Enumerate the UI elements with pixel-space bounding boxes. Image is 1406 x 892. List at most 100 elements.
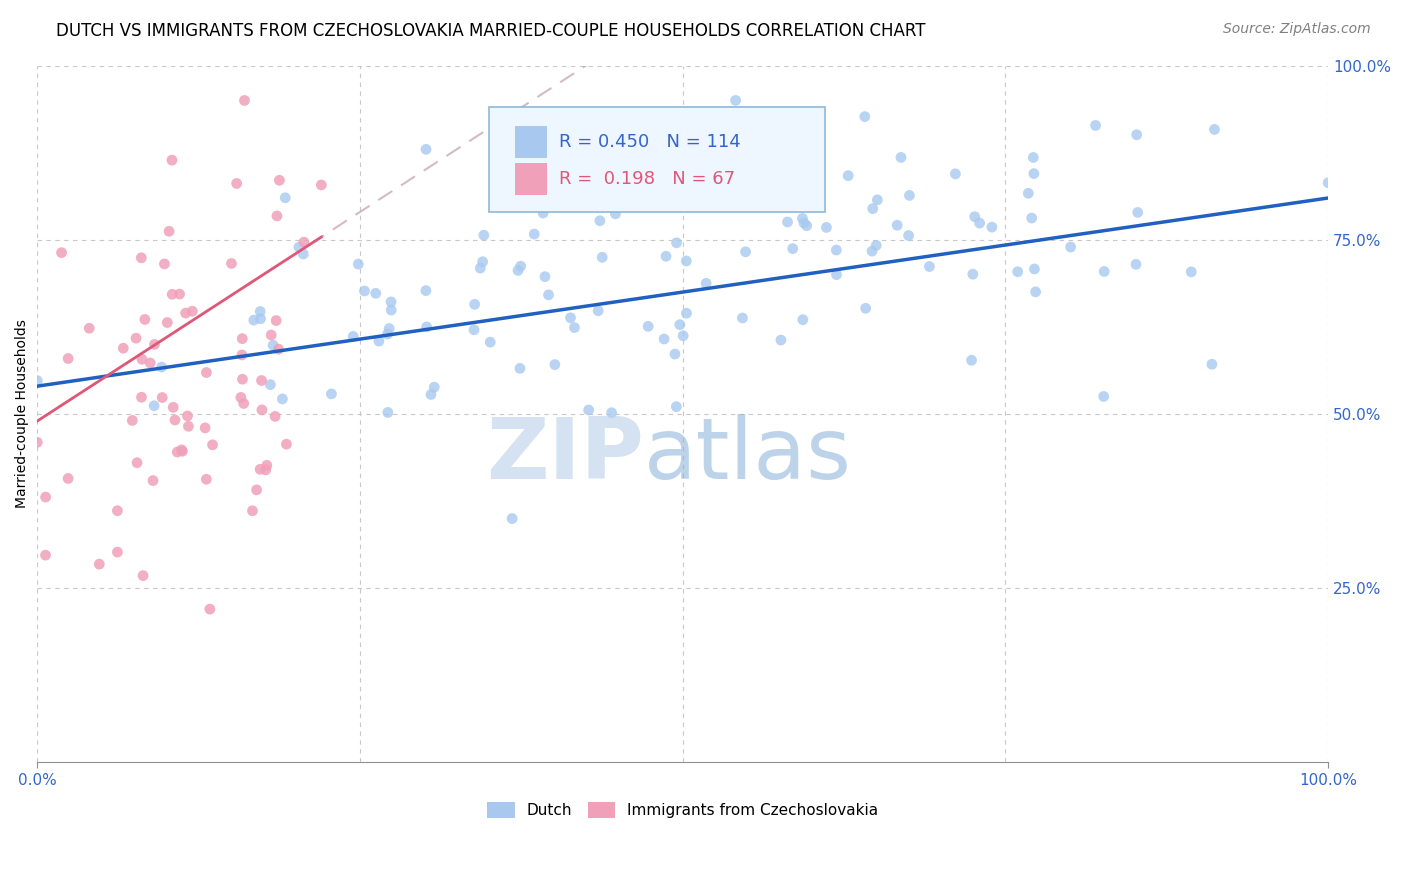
- Point: [139, 356, 162, 370]
- Point: [479, 335, 502, 350]
- Point: [107, 545, 129, 559]
- Point: [77, 321, 100, 335]
- Point: [1022, 151, 1045, 165]
- Point: [1025, 285, 1047, 299]
- Point: [776, 215, 799, 229]
- Point: [637, 319, 659, 334]
- Point: [34, 490, 56, 504]
- Point: [897, 228, 920, 243]
- Point: [734, 244, 756, 259]
- Point: [1092, 264, 1115, 278]
- Point: [56, 471, 79, 485]
- Bar: [515, 127, 547, 158]
- Point: [231, 332, 253, 346]
- Point: [886, 218, 908, 232]
- Text: R = 0.450   N = 114: R = 0.450 N = 114: [558, 133, 741, 152]
- Point: [589, 213, 612, 227]
- Point: [121, 413, 143, 427]
- Point: [1125, 257, 1147, 271]
- Point: [472, 228, 495, 243]
- Point: [364, 286, 387, 301]
- Point: [671, 194, 693, 208]
- Text: atlas: atlas: [644, 414, 852, 498]
- Point: [347, 257, 370, 271]
- Point: [143, 337, 166, 351]
- Point: [853, 110, 876, 124]
- Point: [600, 406, 623, 420]
- Point: [321, 387, 343, 401]
- Point: [250, 374, 273, 388]
- Point: [1084, 119, 1107, 133]
- Point: [591, 250, 613, 264]
- Point: [1059, 240, 1081, 254]
- Point: [980, 220, 1002, 235]
- Point: [342, 329, 364, 343]
- Point: [176, 409, 198, 423]
- Point: [655, 249, 678, 263]
- Point: [825, 243, 848, 257]
- Point: [229, 391, 252, 405]
- Point: [380, 294, 402, 309]
- Bar: [515, 163, 547, 194]
- Point: [377, 326, 399, 341]
- Point: [855, 301, 877, 316]
- Point: [1022, 167, 1045, 181]
- Point: [544, 358, 567, 372]
- Point: [292, 235, 315, 249]
- Point: [250, 403, 273, 417]
- Text: Source: ZipAtlas.com: Source: ZipAtlas.com: [1223, 22, 1371, 37]
- Point: [160, 153, 183, 168]
- Point: [27, 374, 49, 388]
- Point: [153, 257, 176, 271]
- Point: [1201, 357, 1223, 371]
- Point: [669, 318, 692, 332]
- Point: [198, 602, 221, 616]
- Point: [368, 334, 391, 348]
- Point: [225, 177, 247, 191]
- Point: [862, 202, 884, 216]
- Point: [501, 511, 523, 525]
- Point: [264, 409, 287, 424]
- Legend: Dutch, Immigrants from Czechoslovakia: Dutch, Immigrants from Czechoslovakia: [481, 797, 884, 824]
- Point: [1007, 265, 1029, 279]
- Point: [605, 207, 627, 221]
- Point: [201, 438, 224, 452]
- Text: DUTCH VS IMMIGRANTS FROM CZECHOSLOVAKIA MARRIED-COUPLE HOUSEHOLDS CORRELATION CH: DUTCH VS IMMIGRANTS FROM CZECHOSLOVAKIA …: [56, 22, 925, 40]
- Point: [898, 188, 921, 202]
- Point: [415, 284, 437, 298]
- Point: [169, 287, 191, 301]
- Point: [675, 254, 697, 268]
- Text: R =  0.198   N = 67: R = 0.198 N = 67: [558, 170, 735, 188]
- Point: [132, 568, 155, 582]
- Point: [866, 193, 889, 207]
- Point: [578, 403, 600, 417]
- Point: [470, 261, 492, 276]
- Point: [233, 94, 256, 108]
- Point: [112, 341, 135, 355]
- Point: [231, 348, 253, 362]
- Point: [724, 94, 747, 108]
- Point: [865, 238, 887, 252]
- Point: [1021, 211, 1043, 225]
- Point: [652, 332, 675, 346]
- Point: [796, 219, 818, 233]
- Point: [174, 306, 197, 320]
- Point: [890, 150, 912, 164]
- Point: [665, 235, 688, 250]
- Point: [170, 442, 193, 457]
- Point: [256, 458, 278, 473]
- Point: [125, 456, 148, 470]
- Point: [56, 351, 79, 366]
- Point: [506, 263, 529, 277]
- Point: [531, 206, 554, 220]
- Point: [311, 178, 333, 192]
- Point: [260, 328, 283, 343]
- Point: [415, 320, 437, 334]
- Point: [695, 277, 717, 291]
- Point: [378, 321, 401, 335]
- Point: [276, 437, 298, 451]
- Point: [675, 306, 697, 320]
- Point: [423, 380, 446, 394]
- Point: [51, 245, 73, 260]
- Point: [586, 303, 609, 318]
